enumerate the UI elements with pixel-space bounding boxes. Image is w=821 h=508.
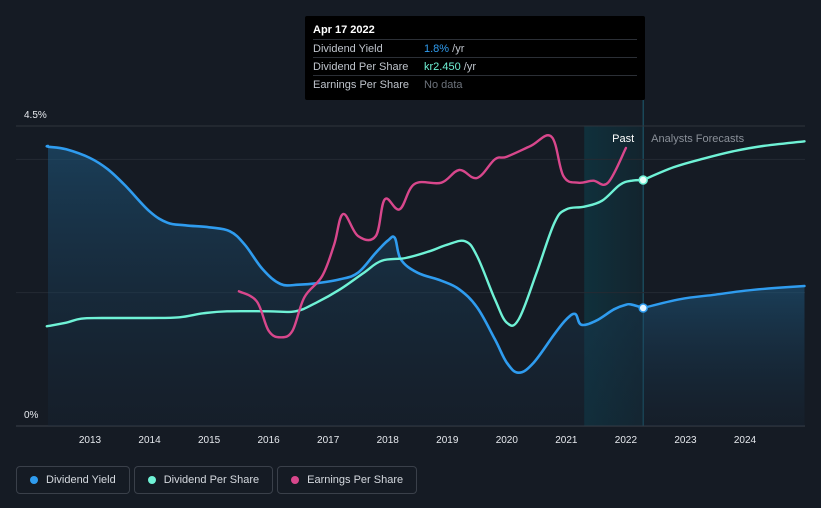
dividend-yield-line	[45, 144, 645, 374]
tooltip-label: Earnings Per Share	[313, 78, 409, 91]
dividend-yield-dot-icon	[30, 476, 38, 484]
earnings-per-share-line	[237, 134, 628, 339]
x-axis-ticks: 2013 2014 2015 2016 2017 2018 2019 2020 2021 2022…	[79, 435, 757, 446]
x-tick-label: 2016	[258, 435, 281, 446]
hover-tooltip: Apr 17 2022 Dividend Yield 1.8% /yr Divi…	[305, 16, 645, 100]
legend-dividend-per-share[interactable]: Dividend Per Share	[133, 466, 274, 494]
tooltip-unit: /yr	[449, 42, 465, 55]
tooltip-row-dividend-yield: Dividend Yield 1.8% /yr	[313, 39, 637, 57]
tooltip-value: 1.8%	[424, 42, 450, 55]
analysts-forecasts-label: Analysts Forecasts	[651, 133, 744, 145]
x-tick-label: 2014	[138, 435, 161, 446]
tooltip-label: Dividend Yield	[313, 42, 383, 55]
dividend-yield-forecast-line	[642, 284, 806, 310]
y-tick-label: 4.5%	[24, 110, 47, 121]
x-tick-label: 2024	[734, 435, 757, 446]
x-tick-label: 2021	[555, 435, 578, 446]
x-tick-label: 2022	[615, 435, 638, 446]
tooltip-value: kr2.450	[424, 60, 461, 73]
earnings-per-share-dot-icon	[291, 476, 300, 484]
x-tick-label: 2017	[317, 435, 340, 446]
x-tick-label: 2019	[436, 435, 459, 446]
line-layer	[45, 134, 806, 374]
tooltip-row-dividend-per-share: Dividend Per Share kr2.450 /yr	[313, 57, 637, 75]
chart-legend: Dividend Yield Dividend Per Share Earnin…	[16, 466, 418, 494]
legend-label: Dividend Yield	[46, 474, 116, 486]
y-tick-label: 0%	[24, 410, 39, 421]
legend-dividend-yield[interactable]: Dividend Yield	[16, 466, 130, 494]
dividend-per-share-forecast-line	[642, 140, 806, 182]
x-tick-label: 2015	[198, 435, 221, 446]
dividend-yield-forecast-area	[643, 286, 805, 426]
tooltip-unit: /yr	[460, 60, 476, 73]
legend-earnings-per-share[interactable]: Earnings Per Share	[277, 466, 418, 494]
x-tick-label: 2018	[377, 435, 400, 446]
past-label: Past	[612, 133, 634, 145]
dividend-per-share-marker	[638, 175, 648, 185]
tooltip-label: Dividend Per Share	[313, 60, 409, 73]
tooltip-row-earnings-per-share: Earnings Per Share No data	[313, 75, 637, 93]
legend-label: Dividend Per Share	[163, 474, 260, 486]
dividend-per-share-line	[45, 178, 645, 328]
legend-label: Earnings Per Share	[307, 474, 404, 486]
x-tick-label: 2020	[496, 435, 519, 446]
tooltip-value: No data	[424, 78, 463, 91]
dividend-per-share-dot-icon	[147, 476, 156, 484]
area-layer	[46, 146, 805, 426]
tooltip-date: Apr 17 2022	[313, 24, 375, 36]
marker-layer	[638, 175, 648, 313]
x-tick-label: 2013	[79, 435, 102, 446]
dividend-yield-marker	[638, 303, 648, 313]
x-tick-label: 2023	[674, 435, 697, 446]
